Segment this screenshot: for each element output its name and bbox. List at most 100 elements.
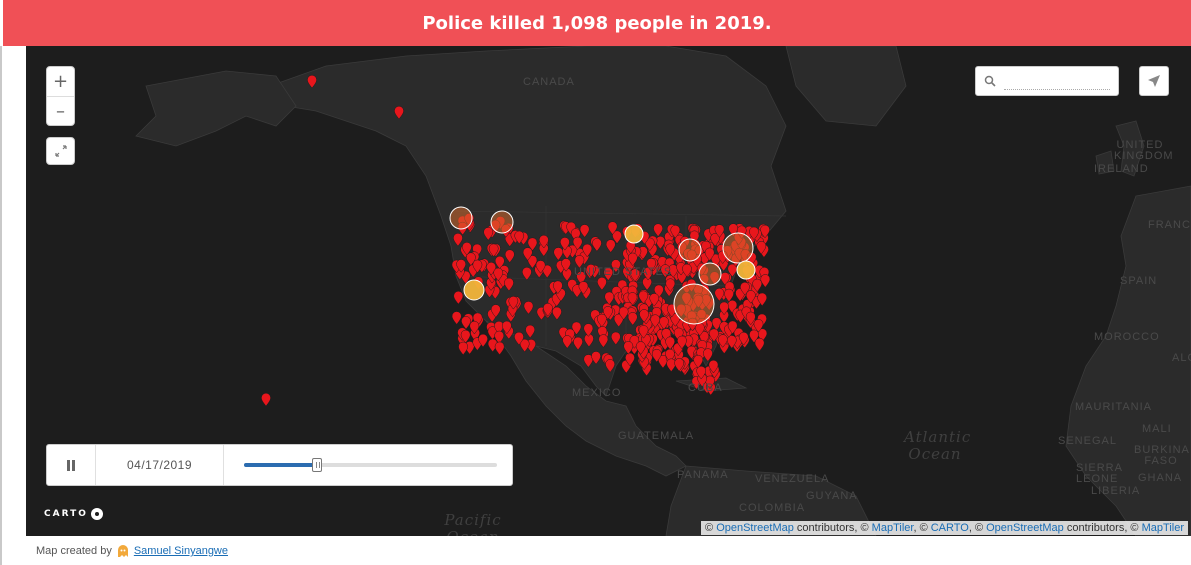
incident-marker[interactable] xyxy=(659,316,669,330)
incident-marker[interactable] xyxy=(586,264,596,278)
incident-marker[interactable] xyxy=(708,360,719,374)
incident-marker[interactable] xyxy=(307,75,317,89)
incident-marker[interactable] xyxy=(607,221,618,235)
incident-marker[interactable] xyxy=(627,312,638,326)
incident-marker[interactable] xyxy=(261,393,271,407)
incident-marker[interactable] xyxy=(677,335,687,350)
incident-markers-layer[interactable] xyxy=(26,46,1191,536)
incident-marker[interactable] xyxy=(525,324,535,339)
incident-marker[interactable] xyxy=(561,258,571,272)
incident-marker[interactable] xyxy=(552,306,562,321)
cluster-marker[interactable] xyxy=(678,238,702,262)
cluster-marker[interactable] xyxy=(722,232,754,264)
incident-marker[interactable] xyxy=(522,247,533,261)
incident-marker[interactable] xyxy=(651,349,662,363)
cluster-marker[interactable] xyxy=(624,224,644,244)
incident-marker[interactable] xyxy=(635,341,646,355)
incident-marker[interactable] xyxy=(674,358,685,372)
incident-marker[interactable] xyxy=(649,293,660,307)
incident-marker[interactable] xyxy=(618,306,629,321)
incident-marker[interactable] xyxy=(478,333,488,348)
incident-marker[interactable] xyxy=(605,239,616,253)
incident-marker[interactable] xyxy=(638,325,649,339)
incident-marker[interactable] xyxy=(705,375,715,390)
incident-marker[interactable] xyxy=(535,260,546,274)
carto-logo[interactable]: CARTO xyxy=(44,508,103,520)
incident-marker[interactable] xyxy=(508,296,519,310)
incident-marker[interactable] xyxy=(682,263,692,278)
incident-marker[interactable] xyxy=(610,331,621,346)
incident-marker[interactable] xyxy=(752,278,763,293)
pause-button[interactable] xyxy=(47,445,96,485)
attrib-osm-link[interactable]: OpenStreetMap xyxy=(716,522,794,534)
incident-marker[interactable] xyxy=(719,301,729,316)
incident-marker[interactable] xyxy=(623,341,634,355)
incident-marker[interactable] xyxy=(504,249,515,263)
incident-marker[interactable] xyxy=(653,223,663,237)
incident-marker[interactable] xyxy=(514,331,524,346)
incident-marker[interactable] xyxy=(394,106,404,120)
incident-marker[interactable] xyxy=(711,317,722,331)
incident-marker[interactable] xyxy=(576,271,587,285)
incident-marker[interactable] xyxy=(714,288,725,302)
incident-marker[interactable] xyxy=(643,267,653,281)
incident-marker[interactable] xyxy=(462,242,472,256)
incident-marker[interactable] xyxy=(642,277,652,291)
incident-marker[interactable] xyxy=(527,237,538,251)
incident-marker[interactable] xyxy=(646,258,657,272)
search-input[interactable] xyxy=(1004,75,1110,90)
incident-marker[interactable] xyxy=(665,278,676,292)
incident-marker[interactable] xyxy=(453,291,464,305)
incident-marker[interactable] xyxy=(597,313,607,328)
incident-marker[interactable] xyxy=(714,224,725,238)
incident-marker[interactable] xyxy=(625,352,635,367)
incident-marker[interactable] xyxy=(514,230,525,245)
incident-marker[interactable] xyxy=(727,320,738,335)
incident-marker[interactable] xyxy=(522,267,532,281)
incident-marker[interactable] xyxy=(574,255,585,269)
incident-marker[interactable] xyxy=(650,314,661,328)
incident-marker[interactable] xyxy=(578,281,589,295)
incident-marker[interactable] xyxy=(562,335,573,349)
incident-marker[interactable] xyxy=(726,335,737,349)
incident-marker[interactable] xyxy=(592,238,602,252)
incident-marker[interactable] xyxy=(738,332,749,346)
incident-marker[interactable] xyxy=(724,288,734,303)
incident-marker[interactable] xyxy=(598,334,609,348)
incident-marker[interactable] xyxy=(665,243,676,257)
incident-marker[interactable] xyxy=(638,290,649,305)
incident-marker[interactable] xyxy=(538,235,549,249)
incident-marker[interactable] xyxy=(644,237,655,252)
attrib-maptiler-link-2[interactable]: MapTiler xyxy=(1141,522,1184,534)
incident-marker[interactable] xyxy=(745,290,756,304)
incident-marker[interactable] xyxy=(603,267,614,281)
incident-marker[interactable] xyxy=(460,329,471,344)
map-container[interactable]: CANADA UNITED STATES MEXICO GUATEMALA PA… xyxy=(26,46,1191,536)
incident-marker[interactable] xyxy=(494,341,505,356)
incident-marker[interactable] xyxy=(504,277,514,292)
incident-marker[interactable] xyxy=(605,359,615,373)
zoom-out-button[interactable]: – xyxy=(47,96,74,125)
timeline-handle[interactable] xyxy=(312,458,323,472)
incident-marker[interactable] xyxy=(749,226,759,241)
incident-marker[interactable] xyxy=(472,259,483,274)
incident-marker[interactable] xyxy=(527,255,538,269)
incident-marker[interactable] xyxy=(670,313,681,327)
incident-marker[interactable] xyxy=(627,252,638,267)
incident-marker[interactable] xyxy=(630,268,640,282)
attrib-maptiler-link[interactable]: MapTiler xyxy=(871,522,914,534)
incident-marker[interactable] xyxy=(453,233,463,247)
incident-marker[interactable] xyxy=(451,311,462,325)
incident-marker[interactable] xyxy=(488,243,499,258)
incident-marker[interactable] xyxy=(572,236,583,251)
cluster-marker[interactable] xyxy=(463,279,485,301)
incident-marker[interactable] xyxy=(612,230,622,244)
incident-marker[interactable] xyxy=(456,259,466,273)
credit-author-link[interactable]: Samuel Sinyangwe xyxy=(133,545,228,557)
cluster-marker[interactable] xyxy=(698,262,722,286)
incident-marker[interactable] xyxy=(552,280,563,295)
cluster-marker[interactable] xyxy=(736,260,756,280)
incident-marker[interactable] xyxy=(579,224,590,238)
incident-marker[interactable] xyxy=(582,243,593,258)
incident-marker[interactable] xyxy=(753,319,764,333)
